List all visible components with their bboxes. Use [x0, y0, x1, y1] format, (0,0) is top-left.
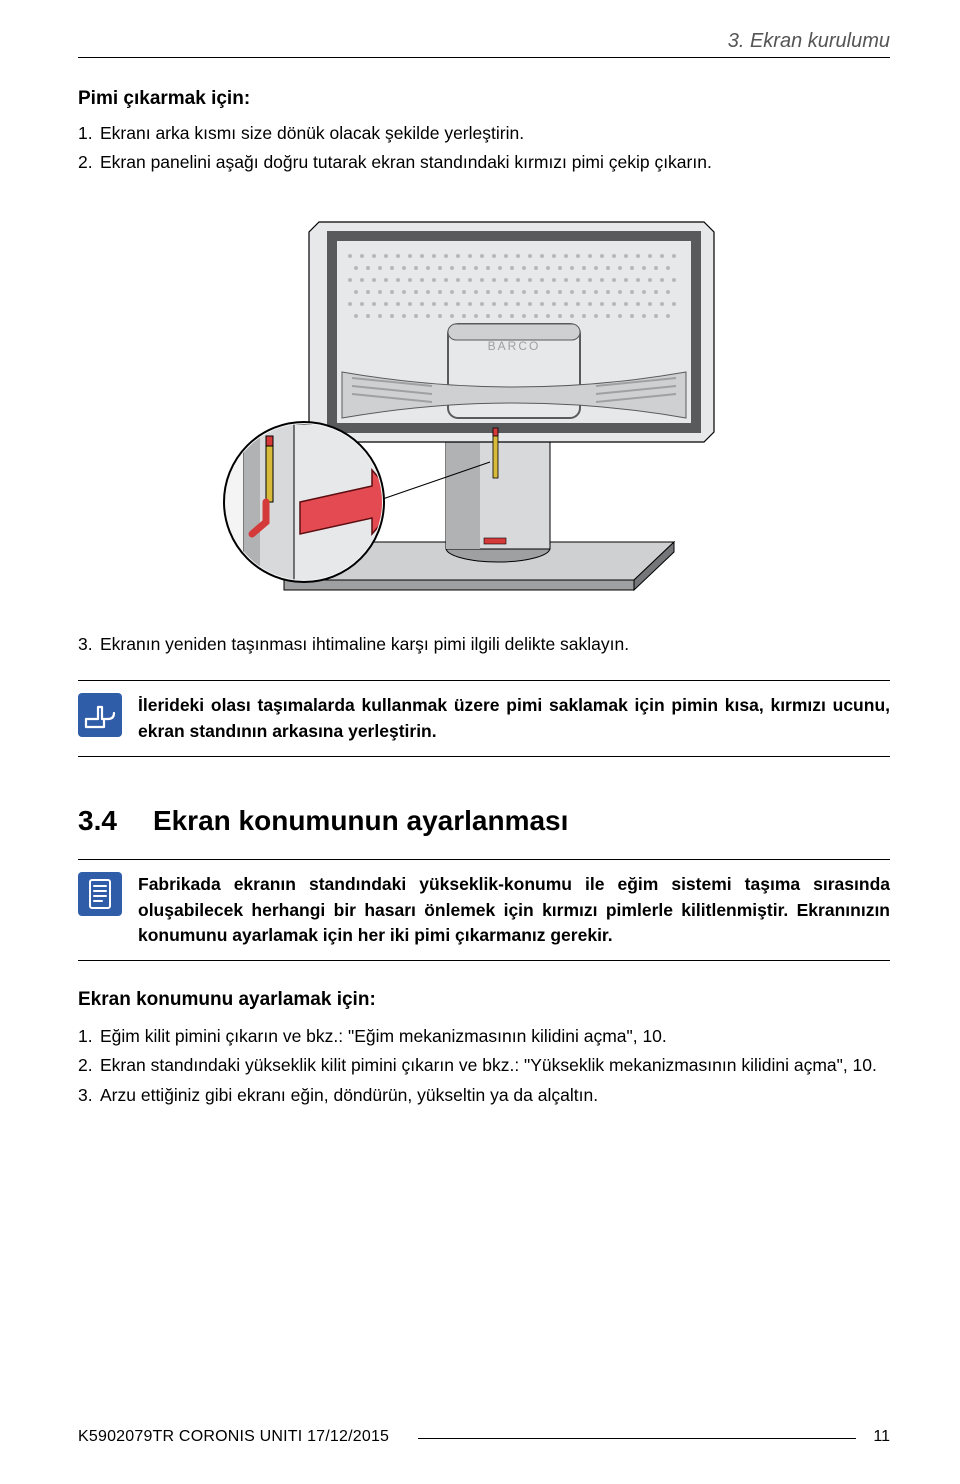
- footer-page-number: 11: [873, 1428, 890, 1446]
- step-text: Ekranı arka kısmı size dönük olacak şeki…: [100, 123, 524, 143]
- step-text: Ekranın yeniden taşınması ihtimaline kar…: [100, 634, 629, 654]
- section-name: Ekran konumunun ayarlanması: [153, 805, 568, 836]
- list-item: 1.Ekranı arka kısmı size dönük olacak şe…: [78, 120, 890, 147]
- header-rule: [78, 57, 890, 58]
- adjust-steps: 1.Eğim kilit pimini çıkarın ve bkz.: "Eğ…: [78, 1023, 890, 1108]
- callout-rule-bottom: [78, 756, 890, 757]
- section-3-4-title: 3.4 Ekran konumunun ayarlanması: [78, 805, 890, 837]
- list-item: 2.Ekran panelini aşağı doğru tutarak ekr…: [78, 149, 890, 176]
- step-text: Arzu ettiğiniz gibi ekranı eğin, döndürü…: [100, 1085, 598, 1105]
- section-number: 3.4: [78, 805, 117, 837]
- callout-rule-bottom: [78, 960, 890, 961]
- note-callout: Fabrikada ekranın standındaki yükseklik-…: [78, 859, 890, 961]
- note-text: Fabrikada ekranın standındaki yükseklik-…: [138, 872, 890, 948]
- tip-callout: İlerideki olası taşımalarda kullanmak üz…: [78, 680, 890, 757]
- document-icon: [78, 872, 122, 916]
- step-text: Ekran standındaki yükseklik kilit pimini…: [100, 1055, 877, 1075]
- remove-pin-title: Pimi çıkarmak için:: [78, 88, 890, 110]
- after-figure-step: 3.Ekranın yeniden taşınması ihtimaline k…: [78, 631, 890, 658]
- figure-container: BARCO: [78, 202, 890, 597]
- page-footer: K5902079TR CORONIS UNITI 17/12/2015 11: [78, 1428, 890, 1448]
- list-item: 3.Arzu ettiğiniz gibi ekranı eğin, döndü…: [78, 1082, 890, 1109]
- page-section-header: 3. Ekran kurulumu: [78, 30, 890, 53]
- footer-doc-id: K5902079TR CORONIS UNITI 17/12/2015: [78, 1428, 389, 1446]
- monitor-rear: BARCO: [309, 222, 714, 442]
- step-text: Ekran panelini aşağı doğru tutarak ekran…: [100, 152, 712, 172]
- hand-point-icon: [78, 693, 122, 737]
- svg-text:BARCO: BARCO: [488, 339, 541, 353]
- monitor-diagram: BARCO: [204, 202, 764, 592]
- list-item: 2.Ekran standındaki yükseklik kilit pimi…: [78, 1052, 890, 1079]
- remove-pin-steps: 1.Ekranı arka kısmı size dönük olacak şe…: [78, 120, 890, 176]
- footer-rule: [418, 1438, 856, 1439]
- list-item: 1.Eğim kilit pimini çıkarın ve bkz.: "Eğ…: [78, 1023, 890, 1050]
- adjust-title: Ekran konumunu ayarlamak için:: [78, 989, 890, 1011]
- step-text: Eğim kilit pimini çıkarın ve bkz.: "Eğim…: [100, 1026, 667, 1046]
- tip-text: İlerideki olası taşımalarda kullanmak üz…: [138, 693, 890, 744]
